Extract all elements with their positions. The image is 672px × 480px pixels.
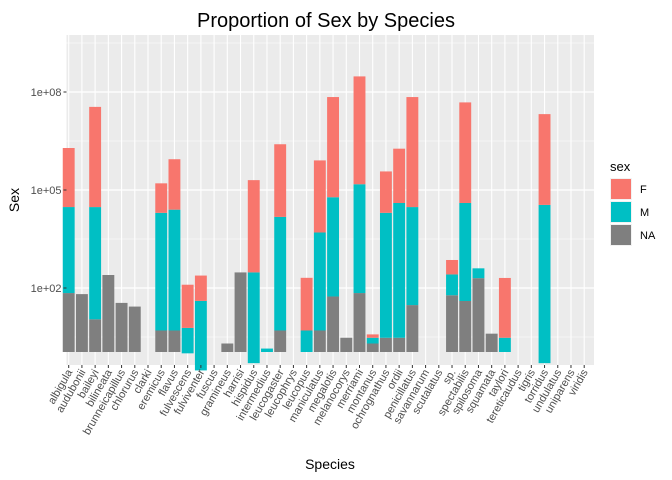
bar-segment [181,284,194,328]
bar-segment [194,275,207,301]
bar-segment [300,277,313,331]
bar-segment [379,171,392,213]
bar-segment [155,183,168,213]
bar-segment [472,268,485,279]
bar-segment [313,232,326,331]
bar-segment [459,300,472,352]
bar-segment [379,337,392,352]
bar-segment [274,330,287,352]
bar-segment [353,184,366,294]
bar-segment [353,293,366,352]
bar-segment [168,330,181,352]
bar-segment [340,337,353,352]
bar-segment [366,334,379,338]
bars [62,76,551,371]
bar-segment [379,212,392,338]
bar-segment [472,278,485,352]
bar-segment [393,337,406,352]
bar-segment [261,348,273,352]
legend-swatch [611,202,631,222]
bar-segment [247,272,260,364]
y-tick-label: 1e+02 [31,283,62,295]
legend-label: M [640,207,649,219]
bar-segment [115,302,128,352]
bar-segment [274,144,287,217]
bar-segment [459,102,472,203]
y-axis: 1e+02 1e+05 1e+08 [31,87,67,295]
legend-swatch [611,179,631,199]
x-axis-title: Species [305,456,355,472]
bar-segment [75,294,88,352]
bar-segment [353,76,366,185]
bar-segment [538,204,551,364]
bar-segment [406,207,419,306]
bar-segment [300,330,313,352]
bar-segment [62,207,75,294]
bar-segment [446,259,458,275]
bar-segment [459,202,472,301]
bar-segment [406,97,419,208]
bar-segment [327,197,340,297]
bar-segment [327,97,340,198]
bar-segment [274,216,287,331]
y-tick-label: 1e+08 [31,87,62,99]
bar-segment [194,300,207,371]
bar-segment [446,295,458,352]
bar-segment [247,180,260,273]
legend-label: F [640,184,647,196]
bar-segment [155,212,168,331]
bar-segment [89,106,102,208]
legend-title: sex [610,159,631,174]
x-axis: albigulaauduboniibaileyibilineatabrunnei… [46,365,591,437]
bar-segment [234,272,247,352]
legend-label: NA [640,230,656,242]
bar-segment [327,296,340,352]
legend: sex FM NA [610,159,656,246]
bar-segment [102,275,115,352]
y-tick-label: 1e+05 [31,185,62,197]
bar-segment [498,277,511,338]
bar-segment [313,330,326,352]
bar-segment [181,327,194,354]
bar-segment [62,148,75,208]
chart-title: Proportion of Sex by Species [197,10,455,32]
bar-segment [89,207,102,320]
bar-segment [313,160,326,233]
bar-segment [89,319,102,352]
bar-segment [155,330,168,352]
bar-segment [393,148,406,203]
bar-segment [393,202,406,338]
bar-segment [538,114,551,205]
bar-segment [366,337,379,344]
bar-segment [168,209,181,331]
bar-segment [128,306,141,352]
bar-segment [168,159,181,210]
bar-segment [221,343,234,352]
bar-segment [485,333,498,352]
bar-segment [62,293,75,352]
legend-swatch [611,225,631,245]
bar-segment [366,343,379,352]
bar-segment [446,274,458,296]
y-axis-title: Sex [6,188,22,212]
bar-segment [406,305,419,352]
bar-segment [498,337,511,352]
